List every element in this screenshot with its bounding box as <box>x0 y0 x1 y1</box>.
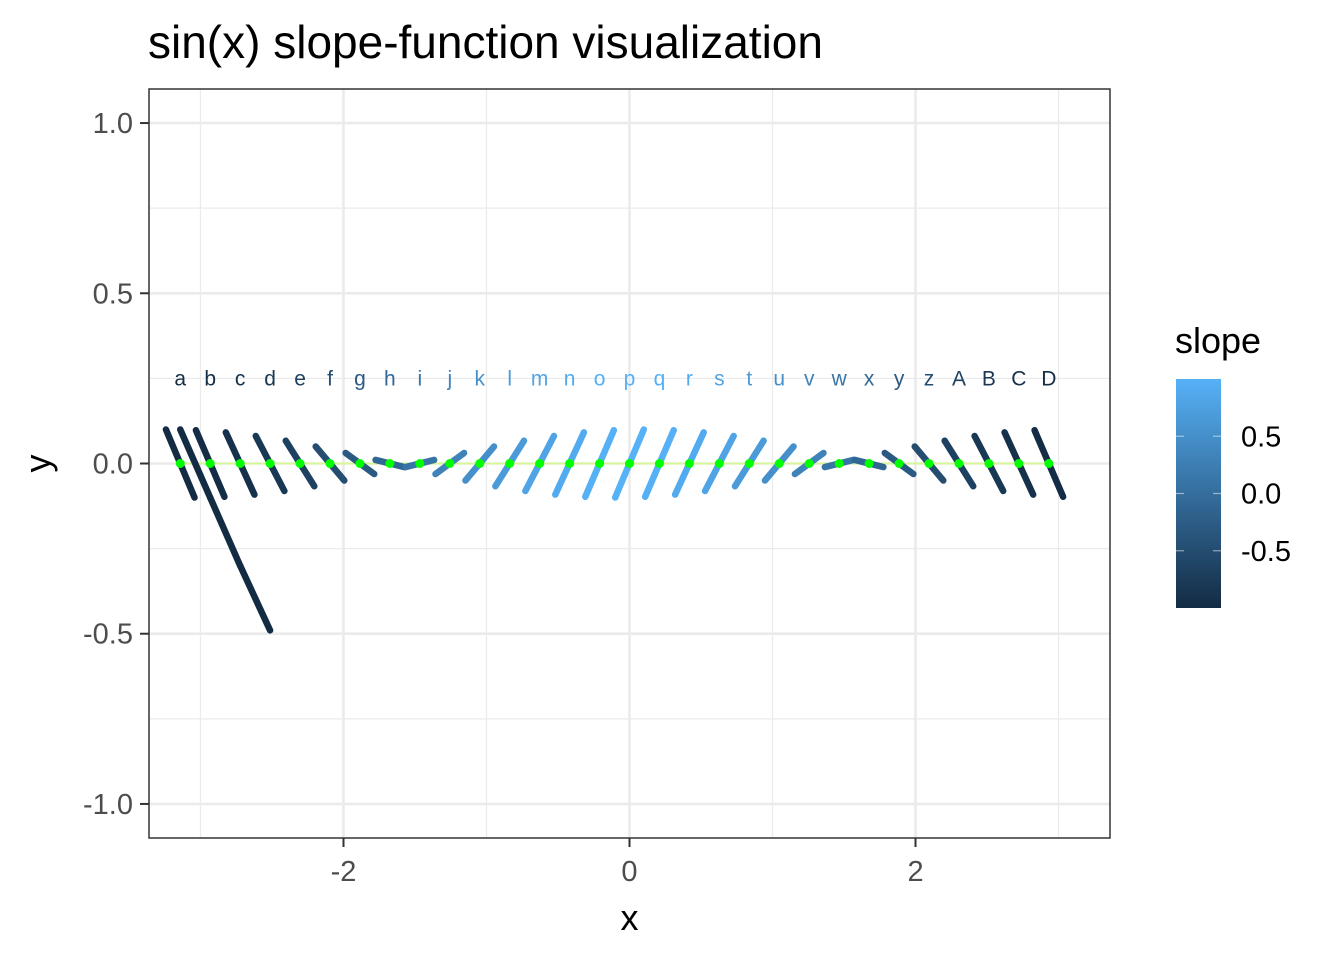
legend-tick-label: 0.5 <box>1241 421 1281 453</box>
data-point-w <box>834 459 844 468</box>
point-label-v: v <box>804 367 815 390</box>
y-tick-label: 0.0 <box>93 449 133 481</box>
data-point-c <box>235 459 245 468</box>
data-point-B <box>984 459 994 468</box>
data-point-b <box>205 459 215 468</box>
point-label-q: q <box>654 367 666 390</box>
data-points <box>175 459 1054 468</box>
point-label-A: A <box>952 367 966 390</box>
data-point-m <box>535 459 545 468</box>
x-axis-title: x <box>621 897 639 938</box>
legend-title: slope <box>1175 320 1261 361</box>
point-label-y: y <box>894 367 905 390</box>
data-point-a <box>175 459 185 468</box>
x-tick-label: 0 <box>621 856 637 888</box>
point-label-x: x <box>864 367 875 390</box>
data-point-q <box>654 459 664 468</box>
point-label-h: h <box>384 367 396 390</box>
y-axis: 1.0 0.5 0.0 -0.5 -1.0 <box>83 108 149 821</box>
data-point-u <box>774 459 784 468</box>
x-tick-label: -2 <box>331 856 357 888</box>
point-label-o: o <box>594 367 606 390</box>
y-axis-title: y <box>17 455 58 473</box>
point-label-t: t <box>746 367 752 390</box>
tangent-segment-extra <box>206 494 244 569</box>
data-point-v <box>804 459 814 468</box>
y-tick-label: -0.5 <box>83 619 133 651</box>
data-point-l <box>505 459 515 468</box>
data-point-s <box>714 459 724 468</box>
legend-ticks: 0.5 0.0 -0.5 <box>1176 421 1291 568</box>
point-label-g: g <box>354 367 366 390</box>
data-point-t <box>744 459 754 468</box>
point-label-s: s <box>714 367 725 390</box>
point-label-k: k <box>474 367 485 390</box>
data-point-h <box>385 459 395 468</box>
data-point-i <box>415 459 425 468</box>
tangent-segment-extra <box>176 426 214 501</box>
point-label-C: C <box>1011 367 1026 390</box>
legend-tick-label: -0.5 <box>1241 536 1291 568</box>
legend-tick-label: 0.0 <box>1241 479 1281 511</box>
data-point-z <box>924 459 934 468</box>
point-label-z: z <box>924 367 935 390</box>
tangent-segment-extra <box>236 562 274 634</box>
data-point-d <box>265 459 275 468</box>
point-label-n: n <box>564 367 576 390</box>
point-label-l: l <box>507 367 512 390</box>
data-point-k <box>475 459 485 468</box>
x-tick-label: 2 <box>907 856 923 888</box>
y-tick-label: 0.5 <box>93 278 133 310</box>
x-axis: -2 0 2 <box>331 838 924 888</box>
point-label-w: w <box>831 367 848 390</box>
data-point-g <box>355 459 365 468</box>
point-label-b: b <box>204 367 216 390</box>
y-tick-label: 1.0 <box>93 108 133 140</box>
point-label-m: m <box>531 367 549 390</box>
point-label-u: u <box>773 367 785 390</box>
point-label-d: d <box>264 367 276 390</box>
data-point-D <box>1044 459 1054 468</box>
point-label-i: i <box>418 367 423 390</box>
point-label-j: j <box>446 367 452 390</box>
point-label-p: p <box>624 367 636 390</box>
data-point-C <box>1014 459 1024 468</box>
point-label-D: D <box>1041 367 1056 390</box>
data-point-o <box>595 459 605 468</box>
data-point-f <box>325 459 335 468</box>
point-label-r: r <box>686 367 693 390</box>
legend: slope 0.5 0.0 -0.5 <box>1175 320 1291 608</box>
point-label-e: e <box>294 367 306 390</box>
point-label-f: f <box>327 367 333 390</box>
chart-title: sin(x) slope-function visualization <box>148 16 823 68</box>
data-point-e <box>295 459 305 468</box>
data-point-n <box>565 459 575 468</box>
data-point-r <box>684 459 694 468</box>
point-label-c: c <box>235 367 246 390</box>
point-label-B: B <box>982 367 996 390</box>
y-tick-label: -1.0 <box>83 789 133 821</box>
data-point-p <box>625 459 634 468</box>
data-point-y <box>894 459 904 468</box>
point-label-a: a <box>174 367 186 390</box>
data-point-A <box>954 459 964 468</box>
data-point-x <box>864 459 874 468</box>
data-point-j <box>445 459 455 468</box>
